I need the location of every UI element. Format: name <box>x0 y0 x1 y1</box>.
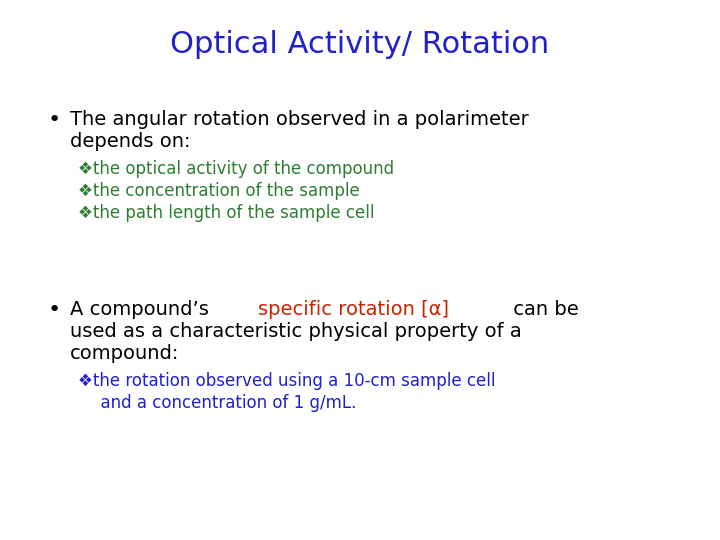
Text: Optical Activity/ Rotation: Optical Activity/ Rotation <box>171 30 549 59</box>
Text: •: • <box>48 300 61 320</box>
Text: A compound’s: A compound’s <box>70 300 215 319</box>
Text: ❖the path length of the sample cell: ❖the path length of the sample cell <box>78 204 374 222</box>
Text: used as a characteristic physical property of a: used as a characteristic physical proper… <box>70 322 522 341</box>
Text: depends on:: depends on: <box>70 132 191 151</box>
Text: specific rotation [α]: specific rotation [α] <box>258 300 449 319</box>
Text: ❖the rotation observed using a 10-cm sample cell: ❖the rotation observed using a 10-cm sam… <box>78 372 495 390</box>
Text: ❖the optical activity of the compound: ❖the optical activity of the compound <box>78 160 394 178</box>
Text: The angular rotation observed in a polarimeter: The angular rotation observed in a polar… <box>70 110 528 129</box>
Text: compound:: compound: <box>70 344 179 363</box>
Text: can be: can be <box>507 300 578 319</box>
Text: ❖the concentration of the sample: ❖the concentration of the sample <box>78 182 360 200</box>
Text: •: • <box>48 110 61 130</box>
Text: and a concentration of 1 g/mL.: and a concentration of 1 g/mL. <box>90 394 356 412</box>
